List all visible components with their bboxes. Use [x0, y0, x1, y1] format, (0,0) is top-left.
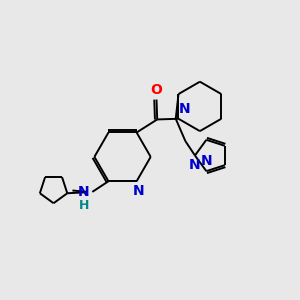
- Text: O: O: [151, 83, 163, 97]
- Text: N: N: [179, 102, 191, 116]
- Text: N: N: [188, 158, 200, 172]
- Text: N: N: [78, 185, 90, 199]
- Text: N: N: [133, 184, 144, 198]
- Text: N: N: [201, 154, 213, 168]
- Text: H: H: [79, 200, 90, 212]
